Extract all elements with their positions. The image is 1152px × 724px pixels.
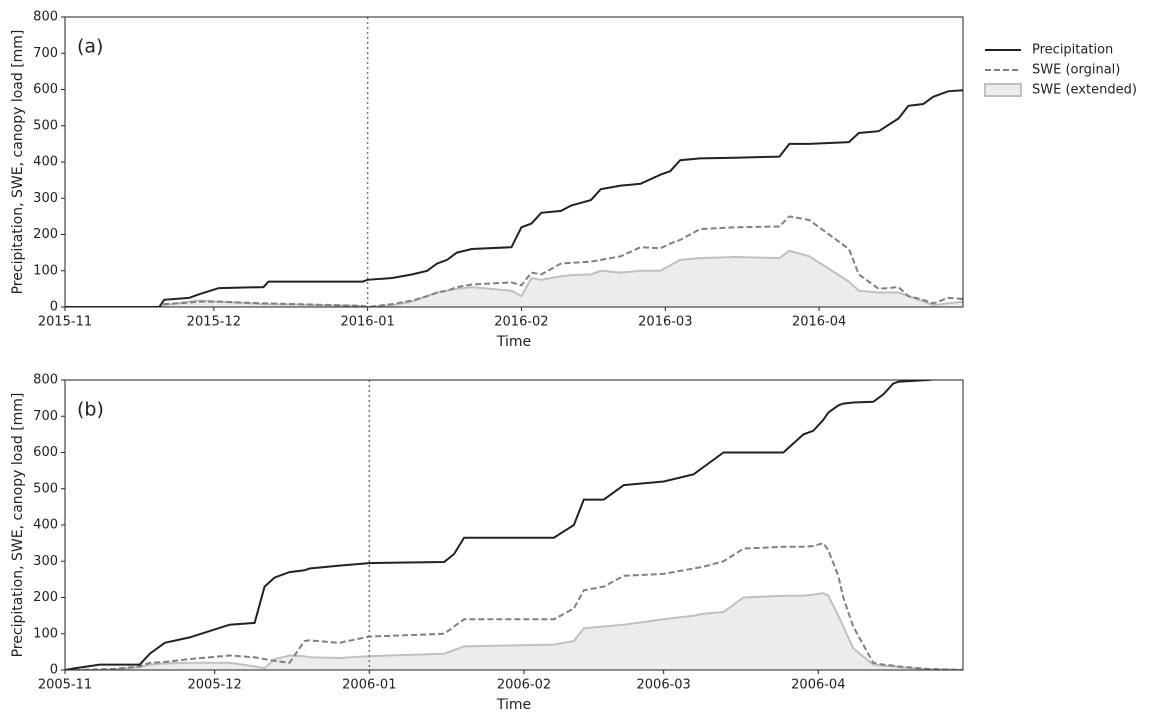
y-tick-label: 300 xyxy=(33,554,58,569)
y-tick-label: 300 xyxy=(33,191,58,206)
y-axis-label: Precipitation, SWE, canopy load [mm] xyxy=(10,393,26,658)
panel-annotation: (b) xyxy=(77,399,104,421)
y-tick-label: 600 xyxy=(33,82,58,97)
y-tick-label: 700 xyxy=(33,409,58,424)
y-tick-label: 800 xyxy=(33,10,58,25)
y-tick-label: 0 xyxy=(50,300,58,315)
plot-area xyxy=(65,89,963,307)
series-line xyxy=(65,380,938,670)
legend-label: SWE (orginal) xyxy=(1032,63,1120,78)
x-axis-label: Time xyxy=(496,334,531,350)
x-tick-label: 2005-12 xyxy=(188,678,242,693)
y-tick-label: 500 xyxy=(33,118,58,133)
x-tick-label: 2016-03 xyxy=(638,315,692,330)
x-tick-label: 2006-04 xyxy=(791,678,845,693)
y-tick-label: 800 xyxy=(33,373,58,388)
panel-annotation: (a) xyxy=(77,36,103,58)
plot-area xyxy=(65,380,963,670)
x-tick-label: 2016-02 xyxy=(494,315,548,330)
y-tick-label: 200 xyxy=(33,227,58,242)
y-tick-label: 400 xyxy=(33,518,58,533)
y-tick-label: 600 xyxy=(33,445,58,460)
x-tick-label: 2006-01 xyxy=(342,678,396,693)
x-tick-label: 2006-02 xyxy=(497,678,551,693)
axes-frame xyxy=(64,16,964,308)
x-tick-label: 2006-03 xyxy=(637,678,691,693)
series-line xyxy=(65,541,963,670)
x-tick-label: 2016-01 xyxy=(340,315,394,330)
y-tick-label: 100 xyxy=(33,263,58,278)
area-edge xyxy=(65,592,963,670)
y-tick-label: 700 xyxy=(33,46,58,61)
series-line xyxy=(65,89,963,307)
y-tick-label: 400 xyxy=(33,155,58,170)
x-tick-label: 2005-11 xyxy=(38,678,92,693)
y-tick-label: 200 xyxy=(33,590,58,605)
legend-swatch xyxy=(984,83,1022,97)
area xyxy=(65,593,963,670)
y-tick-label: 0 xyxy=(50,663,58,678)
x-tick-label: 2016-04 xyxy=(792,315,846,330)
y-tick-label: 100 xyxy=(33,626,58,641)
legend-label: Precipitation xyxy=(1032,43,1113,58)
legend-label: SWE (extended) xyxy=(1032,83,1137,98)
y-tick-label: 500 xyxy=(33,481,58,496)
area xyxy=(65,250,963,307)
series-line xyxy=(65,215,963,307)
x-tick-label: 2015-11 xyxy=(38,315,92,330)
y-axis-label: Precipitation, SWE, canopy load [mm] xyxy=(10,30,26,295)
x-axis-label: Time xyxy=(496,697,531,713)
x-tick-label: 2015-12 xyxy=(187,315,241,330)
